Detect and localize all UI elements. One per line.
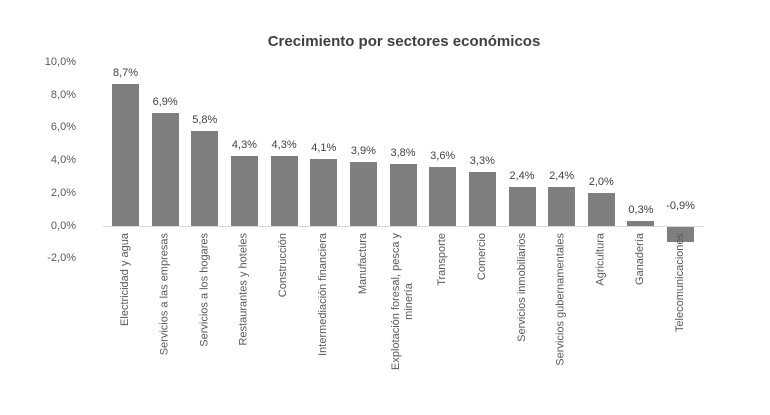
bar-value-label: 3,9% [350, 145, 376, 158]
category-label: Electricidad y agua [119, 233, 131, 326]
bar [230, 155, 258, 226]
category-label: Servicios inmobiliarios [515, 233, 528, 342]
bar-value-label: 2,0% [588, 176, 614, 189]
bar [468, 172, 496, 226]
bar-value-label: 6,9% [152, 96, 178, 109]
bar [548, 186, 576, 226]
bar-value-label: 3,6% [430, 150, 456, 163]
category-label: Ganadería [634, 233, 647, 285]
bar-value-label: 2,4% [549, 169, 575, 182]
y-axis: 10,0% 8,0% 6,0% 4,0% 2,0% 0,0% -2,0% [0, 0, 76, 415]
bar-value-label: 4,3% [231, 138, 257, 151]
category-label: Manufactura [356, 233, 369, 295]
chart-title: Crecimiento por sectores económicos [267, 33, 541, 50]
category-label: Construcción [277, 233, 290, 298]
category-label: Intermediación financiera [317, 233, 330, 356]
bar [349, 162, 377, 226]
y-tick-label: 10,0% [44, 56, 76, 68]
bar-value-label: 0,3% [628, 204, 654, 217]
bar-value-label: 5,8% [192, 114, 218, 127]
bar [389, 163, 417, 226]
category-label: Servicios a los hogares [198, 233, 211, 347]
x-axis-line [103, 226, 704, 227]
category-label: Agricultura [594, 233, 607, 286]
category-label: Transporte [436, 233, 449, 286]
category-label: Telecomunicaciones [674, 233, 687, 333]
category-label: Explotación foresal, pesca y minería [390, 233, 416, 370]
bar-value-label: 2,4% [509, 169, 535, 182]
bar-value-label: 4,1% [311, 141, 337, 154]
category-label: Restaurantes y hoteles [237, 233, 250, 346]
bar [429, 167, 457, 226]
y-tick-label: 4,0% [50, 154, 76, 167]
bar-value-label: 4,3% [271, 138, 297, 151]
y-tick-label: 0,0% [50, 219, 76, 232]
bar [191, 131, 219, 226]
y-tick-label: 8,0% [50, 88, 76, 101]
bar [587, 193, 615, 226]
bar-value-label: 3,8% [390, 146, 416, 159]
bar-value-label: 3,3% [469, 155, 495, 168]
bar [270, 155, 298, 226]
category-label: Servicios gubernamentales [555, 233, 568, 366]
y-tick-label: 6,0% [50, 121, 76, 134]
y-tick-label: 2,0% [50, 186, 76, 199]
bar [112, 83, 139, 226]
bar-value-label: 8,7% [112, 66, 139, 79]
bar [310, 158, 338, 226]
bar [667, 227, 695, 242]
y-tick-label: -2,0% [47, 252, 76, 265]
category-label: Comercio [475, 233, 488, 281]
bar [508, 186, 536, 226]
bar-value-label: -0,9% [666, 200, 695, 212]
bar [151, 113, 179, 226]
bar [627, 221, 655, 226]
category-label: Servicios a las empresas [158, 233, 171, 356]
